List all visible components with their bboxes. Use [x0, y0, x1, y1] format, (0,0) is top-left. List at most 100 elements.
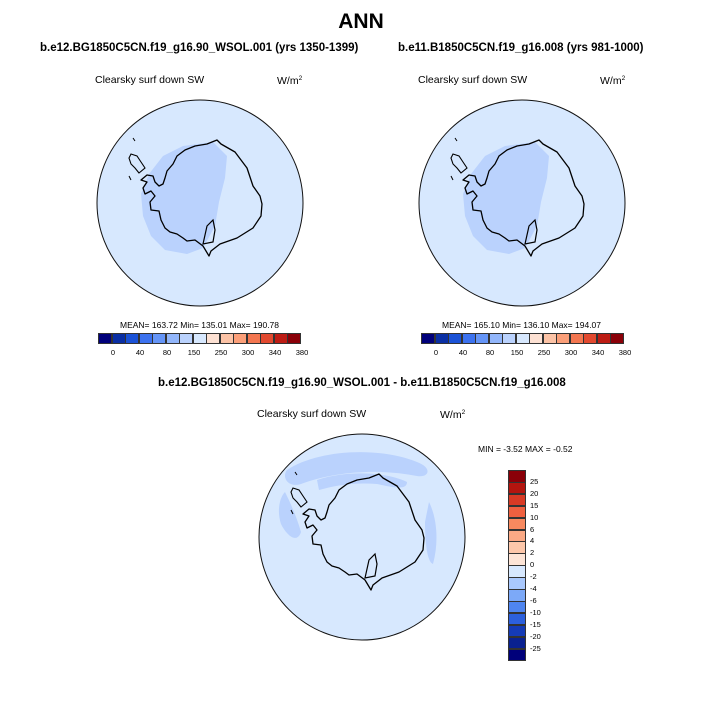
colorbar-swatch [421, 333, 436, 344]
colorbar-tick-label: 20 [530, 488, 539, 498]
colorbar-swatch [508, 505, 526, 519]
colorbar-swatch [583, 333, 598, 344]
colorbar-tick-label: 10 [530, 512, 539, 522]
panel-2-colorbar [421, 333, 625, 344]
panel-2-field-label: Clearsky surf down SW [418, 74, 528, 86]
colorbar-tick-label: 300 [564, 348, 578, 357]
colorbar-tick-label: 15 [530, 500, 539, 510]
panel-1-stats: MEAN= 163.72 Min= 135.01 Max= 190.78 [120, 320, 280, 330]
antarctica-coastline [302, 473, 425, 591]
colorbar-swatch [434, 333, 449, 344]
map-ocean-disk [258, 433, 466, 641]
antarctic-peninsula-outline [128, 153, 146, 174]
colorbar-swatch [502, 333, 517, 344]
panel-2-title: b.e11.B1850C5CN.f19_g16.008 (yrs 981-100… [398, 42, 644, 54]
colorbar-tick-label: 2 [530, 548, 535, 558]
colorbar-swatch [192, 333, 207, 344]
colorbar-tick-label: 300 [241, 348, 255, 357]
panel-1-title: b.e12.BG1850C5CN.f19_g16.90_WSOL.001 (yr… [40, 42, 359, 54]
colorbar-tick-label: 0 [110, 348, 116, 357]
colorbar-tick-label: 80 [162, 348, 172, 357]
colorbar-swatch [508, 624, 526, 638]
panel-2-stats: MEAN= 165.10 Min= 136.10 Max= 194.07 [442, 320, 602, 330]
antarctic-peninsula-outline [290, 487, 308, 508]
colorbar-tick-label: -4 [530, 584, 537, 593]
ross-ice-shelf-outline [524, 218, 538, 245]
figure-title: ANN [338, 10, 384, 33]
colorbar-swatch [508, 648, 526, 662]
colorbar-tick-label: 80 [485, 348, 495, 357]
colorbar-tick-label: -10 [530, 607, 541, 617]
ross-ice-shelf-outline [364, 552, 378, 579]
panel-1-field-label: Clearsky surf down SW [95, 74, 205, 86]
colorbar-swatch [206, 333, 221, 344]
colorbar-tick-label: 25 [530, 476, 539, 486]
island-outline [128, 137, 136, 181]
panel-3-polar-map [258, 433, 466, 641]
panel-3-colorbar [508, 470, 526, 662]
colorbar-swatch [138, 333, 153, 344]
colorbar-tick-label: 380 [618, 348, 632, 357]
colorbar-swatch [596, 333, 611, 344]
map-interior-contour [463, 142, 549, 254]
colorbar-tick-label: 150 [187, 348, 201, 357]
colorbar-swatch [569, 333, 584, 344]
colorbar-swatch [508, 493, 526, 507]
map-difference-band [425, 502, 437, 564]
panel-3-title: b.e12.BG1850C5CN.f19_g16.90_WSOL.001 - b… [158, 377, 566, 389]
ross-ice-shelf-outline [202, 218, 216, 245]
map-difference-band [317, 473, 407, 490]
colorbar-tick-label: -20 [530, 631, 541, 641]
colorbar-tick-label: 0 [433, 348, 439, 357]
colorbar-tick-label: 6 [530, 524, 535, 534]
panel-2-units: W/m2 [600, 75, 626, 87]
colorbar-swatch [542, 333, 557, 344]
colorbar-tick-label: -25 [530, 643, 541, 653]
colorbar-swatch [508, 589, 526, 602]
colorbar-swatch [508, 612, 526, 626]
colorbar-swatch [529, 333, 544, 344]
colorbar-tick-label: 4 [530, 536, 535, 546]
colorbar-swatch [287, 333, 302, 344]
colorbar-tick-label: -2 [530, 572, 537, 582]
antarctica-coastline [462, 139, 585, 257]
colorbar-swatch [488, 333, 503, 344]
colorbar-swatch [98, 333, 113, 344]
colorbar-swatch [152, 333, 167, 344]
island-outline [450, 137, 458, 181]
colorbar-swatch [610, 333, 625, 344]
antarctica-coastline [140, 139, 263, 257]
colorbar-swatch [273, 333, 288, 344]
island-outline [290, 471, 298, 515]
colorbar-swatch [111, 333, 126, 344]
colorbar-swatch [233, 333, 248, 344]
colorbar-tick-label: 40 [458, 348, 468, 357]
map-difference-band [284, 452, 428, 485]
panel-3-field-label: Clearsky surf down SW [257, 408, 367, 420]
colorbar-tick-label: 250 [537, 348, 551, 357]
panel-3-stats: MIN = -3.52 MAX = -0.52 [478, 444, 573, 454]
colorbar-tick-label: 40 [135, 348, 145, 357]
colorbar-swatch [179, 333, 194, 344]
panel-2-polar-map [418, 99, 626, 307]
colorbar-swatch [260, 333, 275, 344]
panel-1-units: W/m2 [277, 75, 303, 87]
colorbar-swatch [475, 333, 490, 344]
colorbar-tick-label: 340 [268, 348, 282, 357]
colorbar-swatch [246, 333, 261, 344]
colorbar-tick-label: -6 [530, 595, 537, 605]
colorbar-swatch [508, 636, 526, 650]
colorbar-swatch [508, 553, 526, 566]
colorbar-swatch [508, 529, 526, 543]
colorbar-swatch [508, 481, 526, 495]
colorbar-swatch [508, 600, 526, 614]
colorbar-swatch [508, 517, 526, 531]
colorbar-swatch [219, 333, 234, 344]
colorbar-swatch [508, 577, 526, 590]
colorbar-tick-label: 340 [591, 348, 605, 357]
panel-1-polar-map [96, 99, 304, 307]
colorbar-swatch [508, 565, 526, 578]
map-interior-contour [141, 142, 227, 254]
colorbar-tick-label: 0 [530, 560, 535, 570]
colorbar-swatch [461, 333, 476, 344]
